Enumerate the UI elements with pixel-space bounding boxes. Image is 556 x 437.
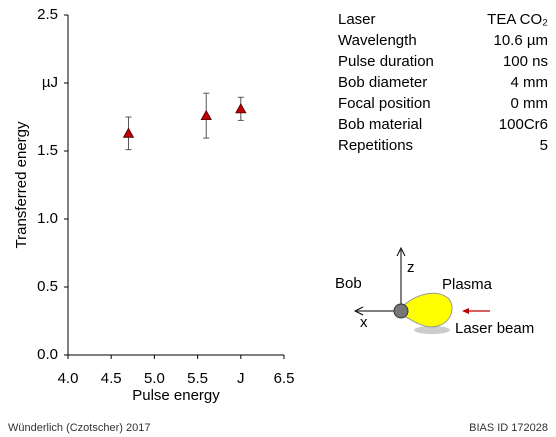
marker xyxy=(200,109,212,121)
plasma-shape xyxy=(403,292,453,328)
x-tick-label: J xyxy=(237,370,245,387)
y-tick-label: 1.5 xyxy=(37,142,58,159)
laser-arrow xyxy=(462,308,469,314)
footer-right: BIAS ID 172028 xyxy=(469,422,548,434)
y-axis-label: Transferred energy xyxy=(13,121,30,249)
x-axis-label: Pulse energy xyxy=(132,387,220,404)
param-value: TEA CO₂ xyxy=(487,11,548,28)
y-tick-label: 2.5 xyxy=(37,6,58,23)
param-name: Repetitions xyxy=(338,137,413,154)
x-arrow xyxy=(353,306,364,316)
y-tick-label: µJ xyxy=(42,74,58,91)
param-value: 4 mm xyxy=(511,74,549,91)
x-tick-label: 5.5 xyxy=(187,370,208,387)
footer-left: Wünderlich (Czotscher) 2017 xyxy=(8,422,150,434)
param-name: Bob diameter xyxy=(338,74,427,91)
laser-label: Laser beam xyxy=(455,320,534,337)
y-tick-label: 1.0 xyxy=(37,210,58,227)
z-label: z xyxy=(407,259,415,276)
shadow xyxy=(414,326,450,334)
x-tick-label: 4.0 xyxy=(58,370,79,387)
marker xyxy=(235,103,247,114)
diagram: Bob z Plasma x Laser beam xyxy=(335,246,534,337)
bob-label: Bob xyxy=(335,275,362,292)
param-name: Laser xyxy=(338,11,376,28)
param-value: 0 mm xyxy=(511,95,549,112)
param-name: Wavelength xyxy=(338,32,417,49)
param-value: 5 xyxy=(540,137,548,154)
plasma-label: Plasma xyxy=(442,276,493,293)
x-label: x xyxy=(360,314,368,331)
x-tick-label: 4.5 xyxy=(101,370,122,387)
y-tick-label: 0.0 xyxy=(37,346,58,363)
x-tick-label: 6.5 xyxy=(274,370,295,387)
param-name: Focal position xyxy=(338,95,431,112)
param-value: 100Cr6 xyxy=(499,116,548,133)
param-value: 100 ns xyxy=(503,53,548,70)
y-tick-label: 0.5 xyxy=(37,278,58,295)
marker xyxy=(122,127,135,138)
x-tick-label: 5.0 xyxy=(144,370,165,387)
param-value: 10.6 µm xyxy=(494,32,549,49)
param-name: Bob material xyxy=(338,116,422,133)
z-arrow xyxy=(396,246,406,257)
bob-ball xyxy=(393,303,409,319)
param-name: Pulse duration xyxy=(338,53,434,70)
